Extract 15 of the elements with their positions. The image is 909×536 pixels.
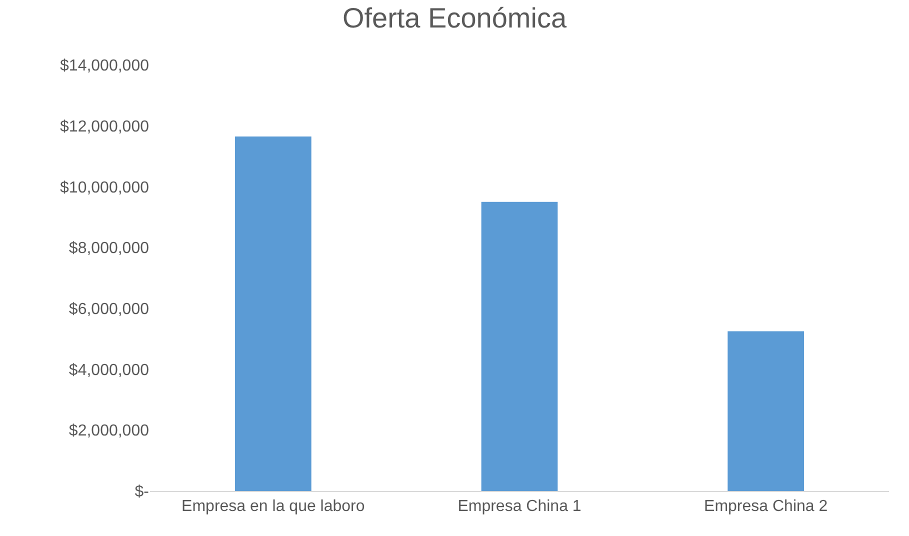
bar [234,136,312,491]
y-tick-label: $6,000,000 [68,301,150,318]
y-tick-label: $8,000,000 [68,240,150,258]
y-tick-label: $14,000,000 [60,58,150,75]
y-tick-label: $- [134,484,149,501]
chart-title: Oferta Económica [342,2,567,34]
x-tick-label: Empresa China 2 [704,498,828,516]
y-tick-label: $12,000,000 [60,118,150,136]
x-tick-label: Empresa China 1 [458,498,582,516]
bar [481,202,558,491]
y-tick-label: $4,000,000 [68,362,150,379]
y-tick-label: $10,000,000 [60,179,150,196]
y-tick-label: $2,000,000 [68,422,150,440]
bar [728,331,804,491]
x-tick-label: Empresa en la que laboro [182,498,365,516]
